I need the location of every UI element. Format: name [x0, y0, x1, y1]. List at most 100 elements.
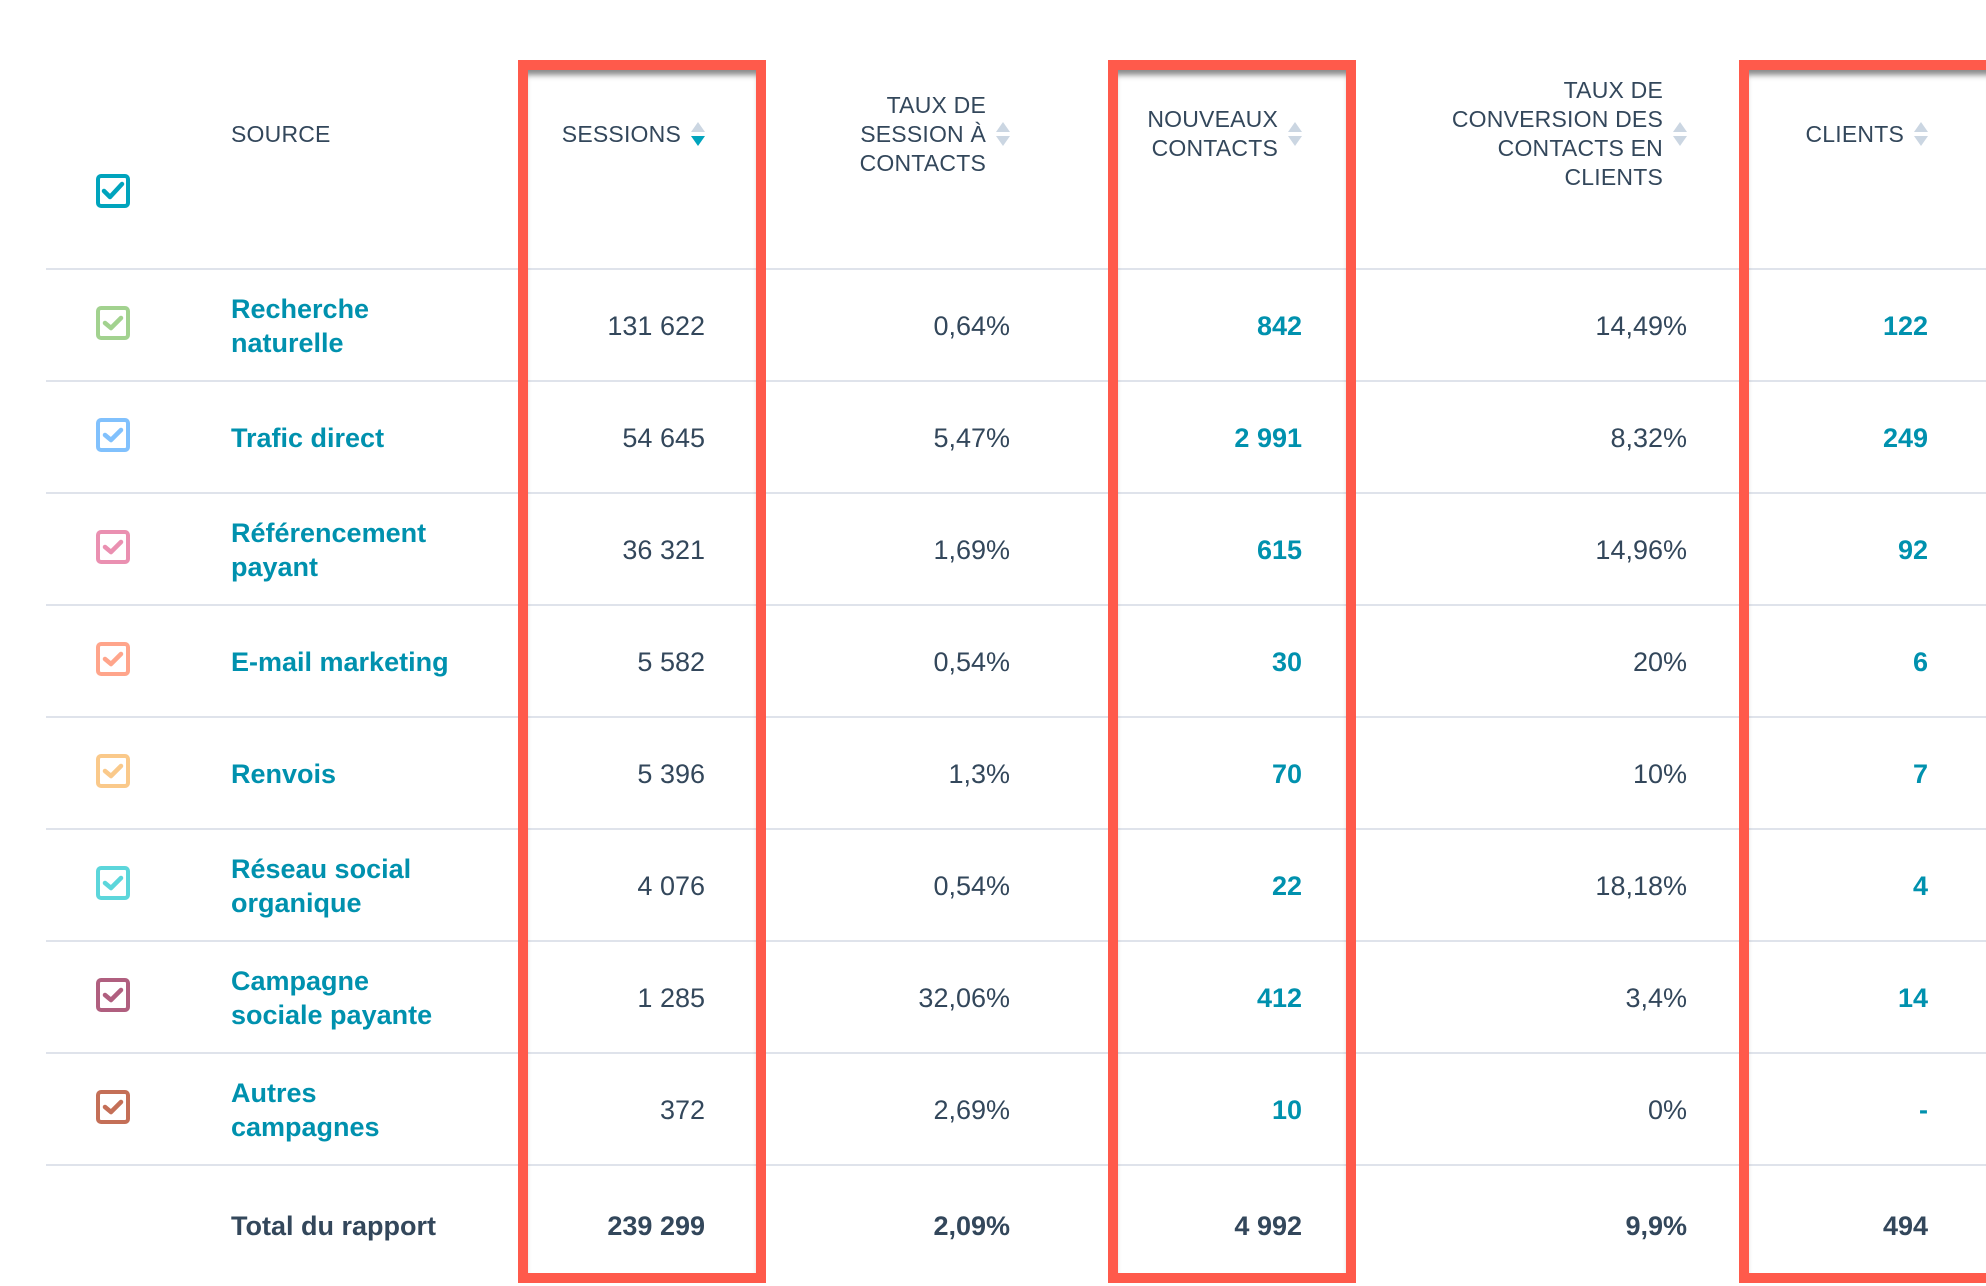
row-checkbox[interactable] [96, 418, 130, 452]
cell-session-rate: 0,54% [933, 870, 1010, 901]
cell-clients[interactable]: 4 [1912, 870, 1928, 901]
cell-conversion: 14,49% [1595, 310, 1687, 341]
cell-sessions: 5 396 [637, 758, 705, 789]
check-icon [102, 315, 124, 331]
table-row: Trafic direct 54 645 5,47% 2 991 8,32% 249 [46, 380, 1986, 494]
sort-icon[interactable] [1914, 122, 1928, 146]
source-link[interactable]: Autres campagnes [231, 1054, 491, 1166]
cell-new-contacts[interactable]: 842 [1256, 310, 1302, 341]
total-clients: 494 [1882, 1210, 1928, 1241]
column-header-clients[interactable]: CLIENTS [1750, 0, 1928, 268]
source-link[interactable]: Trafic direct [231, 382, 491, 494]
sort-icon[interactable] [1673, 122, 1687, 146]
source-label: payant [231, 552, 319, 582]
source-link[interactable]: E-mail marketing [231, 606, 491, 718]
source-link[interactable]: Campagne sociale payante [231, 942, 491, 1054]
row-checkbox[interactable] [96, 306, 130, 340]
sort-icon[interactable] [1288, 122, 1302, 146]
cell-clients[interactable]: 6 [1912, 646, 1928, 677]
cell-new-contacts[interactable]: 2 991 [1234, 422, 1302, 453]
source-link[interactable]: Réseau social organique [231, 830, 491, 942]
cell-session-rate: 0,64% [933, 310, 1010, 341]
row-checkbox[interactable] [96, 754, 130, 788]
table-row: Référencement payant 36 321 1,69% 615 14,96% 9… [46, 492, 1986, 606]
sort-icon[interactable] [691, 122, 705, 146]
cell-sessions: 131 622 [607, 310, 705, 341]
check-icon [102, 987, 124, 1003]
cell-session-rate: 32,06% [918, 982, 1010, 1013]
total-session-rate: 2,09% [933, 1210, 1010, 1241]
cell-clients[interactable]: 7 [1912, 758, 1928, 789]
cell-session-rate: 1,69% [933, 534, 1010, 565]
cell-new-contacts[interactable]: 615 [1256, 534, 1302, 565]
source-label: Référencement [231, 518, 427, 548]
check-icon [102, 875, 124, 891]
source-label: Renvois [231, 759, 337, 789]
cell-session-rate: 5,47% [933, 422, 1010, 453]
check-icon [101, 181, 125, 200]
row-checkbox[interactable] [96, 530, 130, 564]
sort-icon[interactable] [996, 122, 1010, 146]
check-icon [102, 763, 124, 779]
cell-session-rate: 2,69% [933, 1094, 1010, 1125]
cell-sessions: 54 645 [622, 422, 705, 453]
row-checkbox[interactable] [96, 978, 130, 1012]
column-header-new-contacts[interactable]: NOUVEAUX CONTACTS [1100, 0, 1302, 268]
column-header-session-rate[interactable]: TAUX DE SESSION À CONTACTS [780, 0, 1010, 268]
cell-new-contacts[interactable]: 70 [1271, 758, 1302, 789]
row-checkbox[interactable] [96, 866, 130, 900]
cell-clients[interactable]: 122 [1882, 310, 1928, 341]
cell-new-contacts[interactable]: 10 [1271, 1094, 1302, 1125]
column-header-conversion[interactable]: TAUX DE CONVERSION DES CONTACTS EN CLIENTS [1400, 0, 1687, 268]
source-label: organique [231, 888, 362, 918]
source-label: campagnes [231, 1112, 380, 1142]
cell-conversion: 10% [1632, 758, 1687, 789]
cell-conversion: 20% [1632, 646, 1687, 677]
cell-conversion: 8,32% [1610, 422, 1687, 453]
source-label: Recherche [231, 294, 370, 324]
cell-session-rate: 0,54% [933, 646, 1010, 677]
source-link[interactable]: Renvois [231, 718, 491, 830]
column-header-sessions[interactable]: SESSIONS [520, 0, 705, 268]
check-icon [102, 1099, 124, 1115]
total-label: Total du rapport [231, 1211, 436, 1241]
table-row: Recherche naturelle 131 622 0,64% 842 14,49% 1… [46, 268, 1986, 382]
source-label: sociale payante [231, 1000, 433, 1030]
source-label: E-mail marketing [231, 647, 449, 677]
source-link[interactable]: Recherche naturelle [231, 270, 491, 382]
table-row: Réseau social organique 4 076 0,54% 22 18,18%… [46, 828, 1986, 942]
total-new-contacts: 4 992 [1234, 1210, 1302, 1241]
cell-sessions: 4 076 [637, 870, 705, 901]
cell-session-rate: 1,3% [948, 758, 1010, 789]
source-link[interactable]: Référencement payant [231, 494, 491, 606]
cell-sessions: 372 [659, 1094, 705, 1125]
cell-sessions: 5 582 [637, 646, 705, 677]
cell-new-contacts[interactable]: 412 [1256, 982, 1302, 1013]
cell-clients[interactable]: 14 [1897, 982, 1928, 1013]
table-row: Autres campagnes 372 2,69% 10 0% - [46, 1052, 1986, 1166]
row-checkbox[interactable] [96, 642, 130, 676]
source-label: Trafic direct [231, 423, 385, 453]
cell-new-contacts[interactable]: 22 [1271, 870, 1302, 901]
table-row: Renvois 5 396 1,3% 70 10% 7 [46, 716, 1986, 830]
source-label: naturelle [231, 328, 344, 358]
cell-sessions: 36 321 [622, 534, 705, 565]
cell-clients[interactable]: 92 [1897, 534, 1928, 565]
check-icon [102, 427, 124, 443]
cell-clients[interactable]: 249 [1882, 422, 1928, 453]
source-label: Campagne [231, 966, 370, 996]
header-select-all[interactable] [96, 174, 130, 208]
cell-conversion: 18,18% [1595, 870, 1687, 901]
row-checkbox[interactable] [96, 1090, 130, 1124]
cell-clients[interactable]: - [1919, 1094, 1928, 1125]
table-row: Campagne sociale payante 1 285 32,06% 412 3,4… [46, 940, 1986, 1054]
check-icon [102, 539, 124, 555]
check-icon [102, 651, 124, 667]
total-row: Total du rapport 239 299 2,09% 4 992 9,9% 494 [46, 1164, 1986, 1286]
source-label: Autres [231, 1078, 317, 1108]
cell-new-contacts[interactable]: 30 [1271, 646, 1302, 677]
cell-conversion: 0% [1647, 1094, 1687, 1125]
cell-conversion: 14,96% [1595, 534, 1687, 565]
total-sessions: 239 299 [607, 1210, 705, 1241]
source-label: Réseau social [231, 854, 412, 884]
